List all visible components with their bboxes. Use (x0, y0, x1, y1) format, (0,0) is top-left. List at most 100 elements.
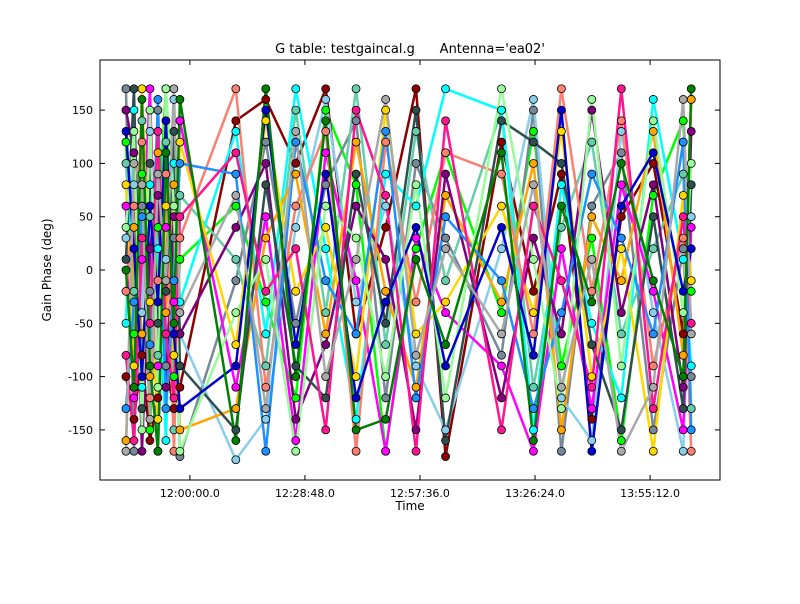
data-point-s17-14 (381, 95, 391, 104)
data-point-s8-3 (137, 329, 147, 339)
data-point-s7-7 (169, 297, 179, 307)
data-point-s17-5 (153, 169, 163, 179)
data-point-s3-13 (351, 116, 361, 126)
data-point-s11-9 (231, 84, 241, 94)
data-point-s11-13 (351, 446, 361, 456)
data-point-s4-14 (381, 201, 391, 211)
data-point-s8-24 (686, 95, 696, 104)
data-point-s12-3 (137, 404, 147, 413)
data-point-s9-2 (129, 361, 139, 371)
data-point-s18-15 (411, 254, 421, 264)
data-point-s16-4 (145, 201, 155, 211)
data-point-s15-13 (351, 105, 361, 115)
data-point-s5-13 (351, 84, 361, 94)
data-point-s14-3 (137, 425, 147, 435)
data-point-s15-8 (175, 212, 185, 222)
data-point-s5-8 (175, 190, 185, 200)
data-point-s8-6 (161, 308, 171, 318)
data-point-s1-7 (169, 372, 179, 381)
data-point-s3-21 (616, 148, 626, 158)
data-point-s6-15 (411, 201, 421, 211)
data-point-s14-1 (121, 222, 131, 232)
data-point-s13-6 (161, 404, 171, 413)
data-point-s15-21 (616, 84, 626, 94)
data-point-s5-15 (411, 127, 421, 136)
data-point-s16-23 (678, 286, 688, 296)
data-point-s12-4 (145, 159, 155, 168)
data-point-s6-18 (529, 425, 538, 435)
data-point-s17-12 (321, 372, 331, 381)
data-point-s18-17 (497, 148, 506, 158)
data-point-s15-17 (497, 425, 506, 435)
data-point-s2-14 (381, 222, 391, 232)
data-point-s15-22 (648, 404, 658, 413)
data-point-s2-16 (441, 452, 450, 461)
data-point-s2-2 (129, 414, 139, 424)
data-point-s13-9 (231, 169, 241, 179)
data-point-s13-17 (497, 276, 506, 286)
data-point-s18-18 (529, 436, 538, 445)
data-point-s5-24 (686, 404, 696, 413)
data-point-s13-7 (169, 276, 179, 286)
data-point-s10-18 (529, 233, 538, 243)
data-point-s9-16 (441, 297, 450, 307)
data-point-s13-15 (411, 393, 421, 403)
data-point-s9-7 (169, 350, 179, 360)
data-point-s10-19 (557, 329, 566, 339)
data-point-s12-10 (261, 180, 271, 190)
data-point-s13-16 (441, 212, 450, 222)
data-point-s3-9 (231, 276, 241, 286)
data-point-s1-17 (497, 308, 506, 318)
data-point-s17-24 (686, 329, 696, 339)
data-point-s8-7 (169, 180, 179, 190)
data-point-s5-11 (291, 105, 301, 115)
data-point-s11-15 (411, 297, 421, 307)
data-point-s17-2 (129, 159, 139, 168)
data-point-s17-16 (441, 244, 450, 254)
data-point-s10-16 (441, 169, 450, 179)
data-point-s2-22 (648, 159, 658, 168)
data-point-s3-24 (686, 372, 696, 381)
data-point-s6-17 (497, 105, 506, 115)
data-point-s16-14 (381, 297, 391, 307)
data-point-s18-5 (153, 446, 163, 456)
data-point-s9-23 (678, 190, 688, 200)
data-point-s8-16 (441, 190, 450, 200)
data-point-s4-19 (557, 393, 566, 403)
data-point-s9-13 (351, 372, 361, 381)
data-point-s4-9 (231, 455, 241, 465)
data-point-s1-19 (557, 361, 566, 371)
data-point-s5-6 (161, 137, 171, 147)
data-point-s5-19 (557, 222, 566, 232)
data-point-s15-20 (587, 382, 597, 392)
data-point-s16-18 (529, 350, 538, 360)
data-point-s7-13 (351, 276, 361, 286)
data-point-s10-5 (153, 190, 163, 200)
data-point-s16-16 (441, 361, 450, 371)
data-point-s12-24 (686, 180, 696, 190)
data-point-s17-17 (497, 329, 506, 339)
data-point-s6-22 (648, 95, 658, 104)
data-point-s6-13 (351, 414, 361, 424)
data-point-s14-12 (321, 201, 331, 211)
data-point-s8-13 (351, 137, 361, 147)
x-tick-label: 13:55:12.0 (620, 487, 680, 500)
data-point-s11-19 (557, 84, 566, 94)
data-point-s14-23 (678, 308, 688, 318)
data-point-s3-14 (381, 393, 391, 403)
data-point-s13-5 (153, 95, 163, 104)
x-tick-label: 12:57:36.0 (390, 487, 450, 500)
data-point-s12-1 (121, 254, 131, 264)
data-point-s9-24 (686, 276, 696, 286)
data-point-s3-19 (557, 446, 566, 456)
data-point-s15-16 (441, 116, 450, 126)
y-tick-label: 100 (72, 157, 93, 170)
data-point-s15-18 (529, 201, 538, 211)
data-point-s4-15 (411, 361, 421, 371)
data-point-s18-23 (678, 372, 688, 381)
data-point-s3-23 (678, 244, 688, 254)
data-point-s3-4 (145, 286, 155, 296)
data-point-s13-22 (648, 329, 658, 339)
data-point-s3-15 (411, 159, 421, 168)
data-point-s8-9 (231, 404, 241, 413)
